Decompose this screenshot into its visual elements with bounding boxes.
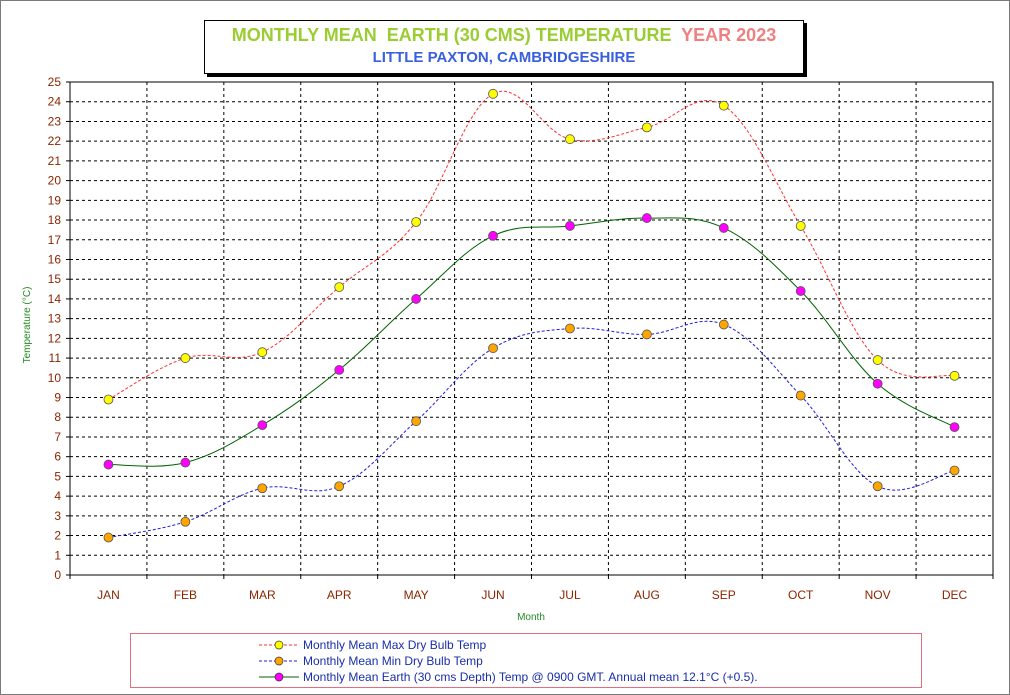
title-box: MONTHLY MEAN EARTH (30 CMS) TEMPERATURE … bbox=[204, 20, 804, 74]
x-tick-label: JUN bbox=[481, 588, 504, 602]
legend-label-max: Monthly Mean Max Dry Bulb Temp bbox=[303, 638, 487, 652]
x-tick-label: JUL bbox=[559, 588, 581, 602]
x-tick-label: NOV bbox=[865, 588, 891, 602]
data-point-earth bbox=[949, 422, 960, 433]
chart-title: MONTHLY MEAN EARTH (30 CMS) TEMPERATURE … bbox=[205, 25, 803, 46]
y-tick-label: 21 bbox=[48, 154, 62, 168]
x-tick-label: AUG bbox=[634, 588, 660, 602]
data-point-max bbox=[257, 347, 268, 358]
x-tick-label: APR bbox=[327, 588, 352, 602]
data-point-earth bbox=[641, 213, 652, 223]
series-lines bbox=[108, 90, 955, 539]
y-tick-label: 25 bbox=[48, 75, 62, 89]
y-tick-label: 14 bbox=[48, 292, 62, 306]
data-point-max bbox=[411, 217, 422, 227]
data-point-max bbox=[949, 370, 960, 381]
y-tick-label: 10 bbox=[48, 371, 62, 385]
data-point-max bbox=[641, 122, 652, 133]
data-point-min bbox=[334, 481, 345, 492]
chart-subtitle: LITTLE PAXTON, CAMBRIDGESHIRE bbox=[372, 49, 636, 66]
data-point-max bbox=[565, 134, 575, 145]
data-point-min bbox=[872, 481, 883, 492]
y-tick-label: 3 bbox=[54, 509, 61, 523]
data-point-max bbox=[334, 282, 345, 292]
title-year: YEAR 2023 bbox=[681, 25, 777, 45]
y-tick-label: 17 bbox=[48, 233, 62, 247]
data-point-max bbox=[180, 353, 191, 363]
y-axis-ticks: 0123456789101112131415161718192021222324… bbox=[48, 75, 70, 582]
data-point-earth bbox=[103, 459, 114, 470]
legend-label-earth: Monthly Mean Earth (30 cms Depth) Temp @… bbox=[303, 670, 758, 684]
data-point-min bbox=[180, 516, 191, 527]
legend-label-min: Monthly Mean Min Dry Bulb Temp bbox=[303, 654, 483, 668]
y-tick-label: 2 bbox=[54, 529, 61, 543]
data-point-max bbox=[718, 100, 729, 111]
y-tick-label: 23 bbox=[48, 114, 62, 128]
y-tick-label: 19 bbox=[48, 193, 62, 207]
data-point-min bbox=[949, 465, 960, 476]
data-point-earth bbox=[180, 457, 191, 468]
data-point-earth bbox=[411, 294, 422, 304]
data-point-earth bbox=[872, 378, 883, 389]
x-tick-label: JAN bbox=[97, 588, 120, 602]
y-tick-label: 5 bbox=[54, 469, 61, 483]
data-point-max bbox=[103, 394, 114, 405]
legend-swatch-min bbox=[259, 656, 299, 666]
data-point-max bbox=[872, 355, 883, 365]
data-point-min bbox=[103, 532, 114, 543]
y-tick-label: 18 bbox=[48, 213, 62, 227]
y-tick-label: 13 bbox=[48, 312, 62, 326]
x-tick-label: SEP bbox=[712, 588, 736, 602]
data-point-max bbox=[795, 221, 806, 231]
y-tick-label: 15 bbox=[48, 272, 62, 286]
series-points bbox=[103, 88, 960, 543]
data-point-earth bbox=[334, 365, 345, 375]
data-point-min bbox=[488, 343, 498, 354]
data-point-earth bbox=[795, 286, 806, 296]
data-point-earth bbox=[718, 223, 729, 233]
y-tick-label: 11 bbox=[49, 351, 62, 365]
y-tick-label: 6 bbox=[54, 450, 61, 464]
data-point-max bbox=[488, 88, 498, 99]
data-point-min bbox=[641, 329, 652, 340]
legend-item-earth: Monthly Mean Earth (30 cms Depth) Temp @… bbox=[131, 669, 921, 685]
data-point-earth bbox=[565, 221, 575, 231]
x-tick-label: MAR bbox=[249, 588, 276, 602]
data-point-min bbox=[257, 483, 268, 494]
y-tick-label: 1 bbox=[54, 548, 61, 562]
y-tick-label: 9 bbox=[54, 391, 61, 405]
y-tick-label: 24 bbox=[48, 95, 62, 109]
y-tick-label: 4 bbox=[54, 489, 61, 503]
legend-swatch-max bbox=[259, 640, 299, 650]
y-tick-label: 8 bbox=[54, 410, 61, 424]
legend: Monthly Mean Max Dry Bulb Temp Monthly M… bbox=[130, 633, 922, 688]
x-axis-title: Month bbox=[517, 612, 545, 623]
x-tick-label: FEB bbox=[174, 588, 197, 602]
data-point-min bbox=[565, 323, 575, 334]
data-point-min bbox=[411, 416, 422, 427]
title-main: MONTHLY MEAN EARTH (30 CMS) TEMPERATURE bbox=[231, 25, 672, 45]
data-point-min bbox=[795, 390, 806, 401]
legend-swatch-earth bbox=[259, 672, 299, 682]
x-tick-label: DEC bbox=[942, 588, 968, 602]
y-tick-label: 12 bbox=[48, 331, 62, 345]
y-tick-label: 7 bbox=[54, 430, 61, 444]
line-chart: 0123456789101112131415161718192021222324… bbox=[22, 75, 994, 623]
legend-item-min: Monthly Mean Min Dry Bulb Temp bbox=[131, 653, 921, 669]
y-tick-label: 20 bbox=[48, 174, 62, 188]
x-tick-label: OCT bbox=[788, 588, 814, 602]
y-tick-label: 16 bbox=[48, 252, 62, 266]
x-tick-label: MAY bbox=[404, 588, 429, 602]
data-point-earth bbox=[257, 420, 268, 431]
data-point-min bbox=[718, 319, 729, 330]
y-tick-label: 22 bbox=[48, 134, 62, 148]
x-axis-ticks: JAN FEB MAR APR MAY JUN JUL AUG SEP OCT NOV DEC bbox=[69, 575, 994, 602]
y-axis-title: Temperature (°C) bbox=[22, 287, 33, 364]
y-tick-label: 0 bbox=[54, 568, 61, 582]
data-point-earth bbox=[488, 230, 498, 241]
legend-item-max: Monthly Mean Max Dry Bulb Temp bbox=[131, 637, 921, 653]
